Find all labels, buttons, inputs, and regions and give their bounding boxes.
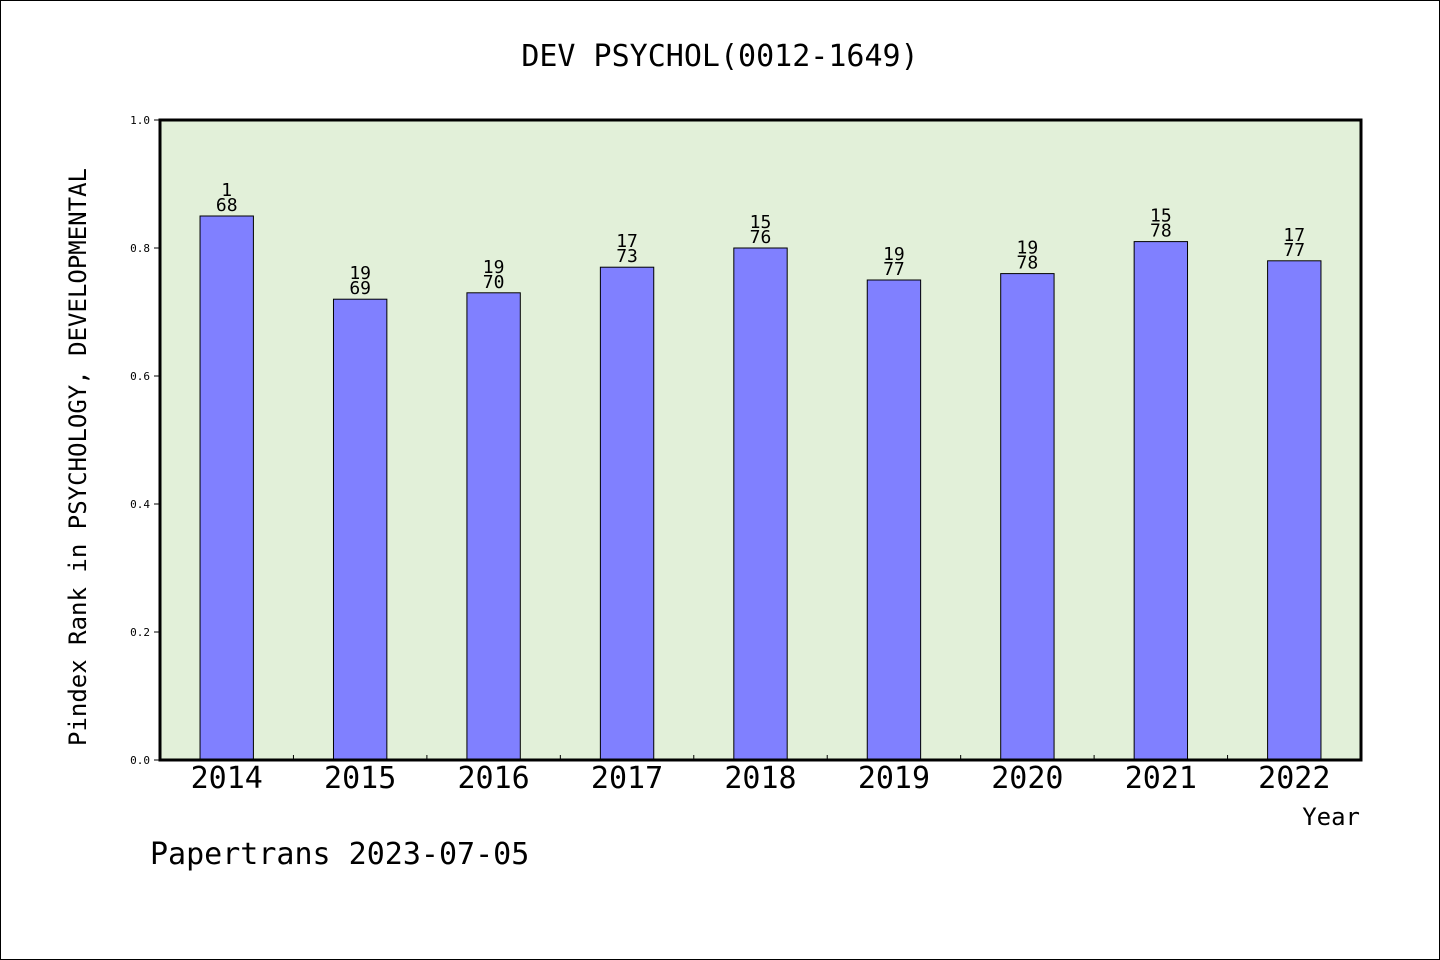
bar-label-total-2021: 78 xyxy=(1150,221,1172,242)
bar-label-rank-2021: 15 xyxy=(1150,206,1172,227)
y-tick-label-1.0: 1.0 xyxy=(130,114,150,127)
x-tick-label-2016: 2016 xyxy=(457,761,529,796)
y-axis-label: Pindex Rank in PSYCHOLOGY, DEVELOPMENTAL xyxy=(64,168,92,746)
bar-label-total-2019: 77 xyxy=(883,259,905,280)
bar-label-rank-2018: 15 xyxy=(750,212,772,233)
plot-border xyxy=(158,118,1363,762)
x-axis-label: Year xyxy=(1302,803,1360,831)
bar-label-total-2022: 77 xyxy=(1283,240,1305,261)
y-tick-label-0.0: 0.0 xyxy=(130,754,150,767)
bar-2016 xyxy=(466,292,521,761)
bar-label-rank-2017: 17 xyxy=(616,231,638,252)
x-tick-label-2021: 2021 xyxy=(1125,761,1197,796)
bar-2022 xyxy=(1267,260,1322,761)
bar-label-total-2018: 76 xyxy=(750,227,772,248)
bar-2017 xyxy=(599,266,655,761)
x-tick-label-2019: 2019 xyxy=(858,761,930,796)
bar-label-rank-2019: 19 xyxy=(883,244,905,265)
bar-2019 xyxy=(866,279,922,761)
y-tick-label-0.4: 0.4 xyxy=(130,498,150,511)
x-tick-label-2014: 2014 xyxy=(191,761,263,796)
bar-2014 xyxy=(199,215,254,761)
bar-label-total-2015: 69 xyxy=(349,278,371,299)
x-tick-label-2022: 2022 xyxy=(1258,761,1330,796)
x-tick-label-2018: 2018 xyxy=(724,761,796,796)
bar-label-rank-2020: 19 xyxy=(1017,238,1039,259)
bar-2018 xyxy=(733,247,788,761)
bar-label-rank-2016: 19 xyxy=(483,257,505,278)
y-tick-label-0.2: 0.2 xyxy=(130,626,150,639)
bar-label-total-2016: 70 xyxy=(483,272,505,293)
x-tick-label-2015: 2015 xyxy=(324,761,396,796)
bar-label-total-2014: 68 xyxy=(216,195,238,216)
x-axis-ticks: 2014 2015 2016 2017 2018 2019 2020 2021 2022 xyxy=(191,755,1330,796)
bar-2021 xyxy=(1133,241,1189,761)
bar-group xyxy=(199,215,1322,761)
footer-credit: Papertrans 2023-07-05 xyxy=(150,837,529,872)
chart-title: DEV PSYCHOL(0012-1649) xyxy=(521,39,918,74)
bar-label-total-2017: 73 xyxy=(616,246,638,267)
y-tick-label-0.8: 0.8 xyxy=(130,242,150,255)
bar-label-rank-2015: 19 xyxy=(349,263,371,284)
y-axis-ticks: 0.0 0.2 0.4 0.6 0.8 1.0 xyxy=(130,114,160,767)
y-tick-label-0.6: 0.6 xyxy=(130,370,150,383)
bar-label-total-2020: 78 xyxy=(1017,253,1039,274)
bar-2015 xyxy=(332,298,388,761)
x-tick-label-2017: 2017 xyxy=(591,761,663,796)
bar-2020 xyxy=(1000,273,1055,761)
x-tick-label-2020: 2020 xyxy=(991,761,1063,796)
bar-label-rank-2022: 17 xyxy=(1283,225,1305,246)
bar-label-rank-2014: 1 xyxy=(221,180,232,201)
